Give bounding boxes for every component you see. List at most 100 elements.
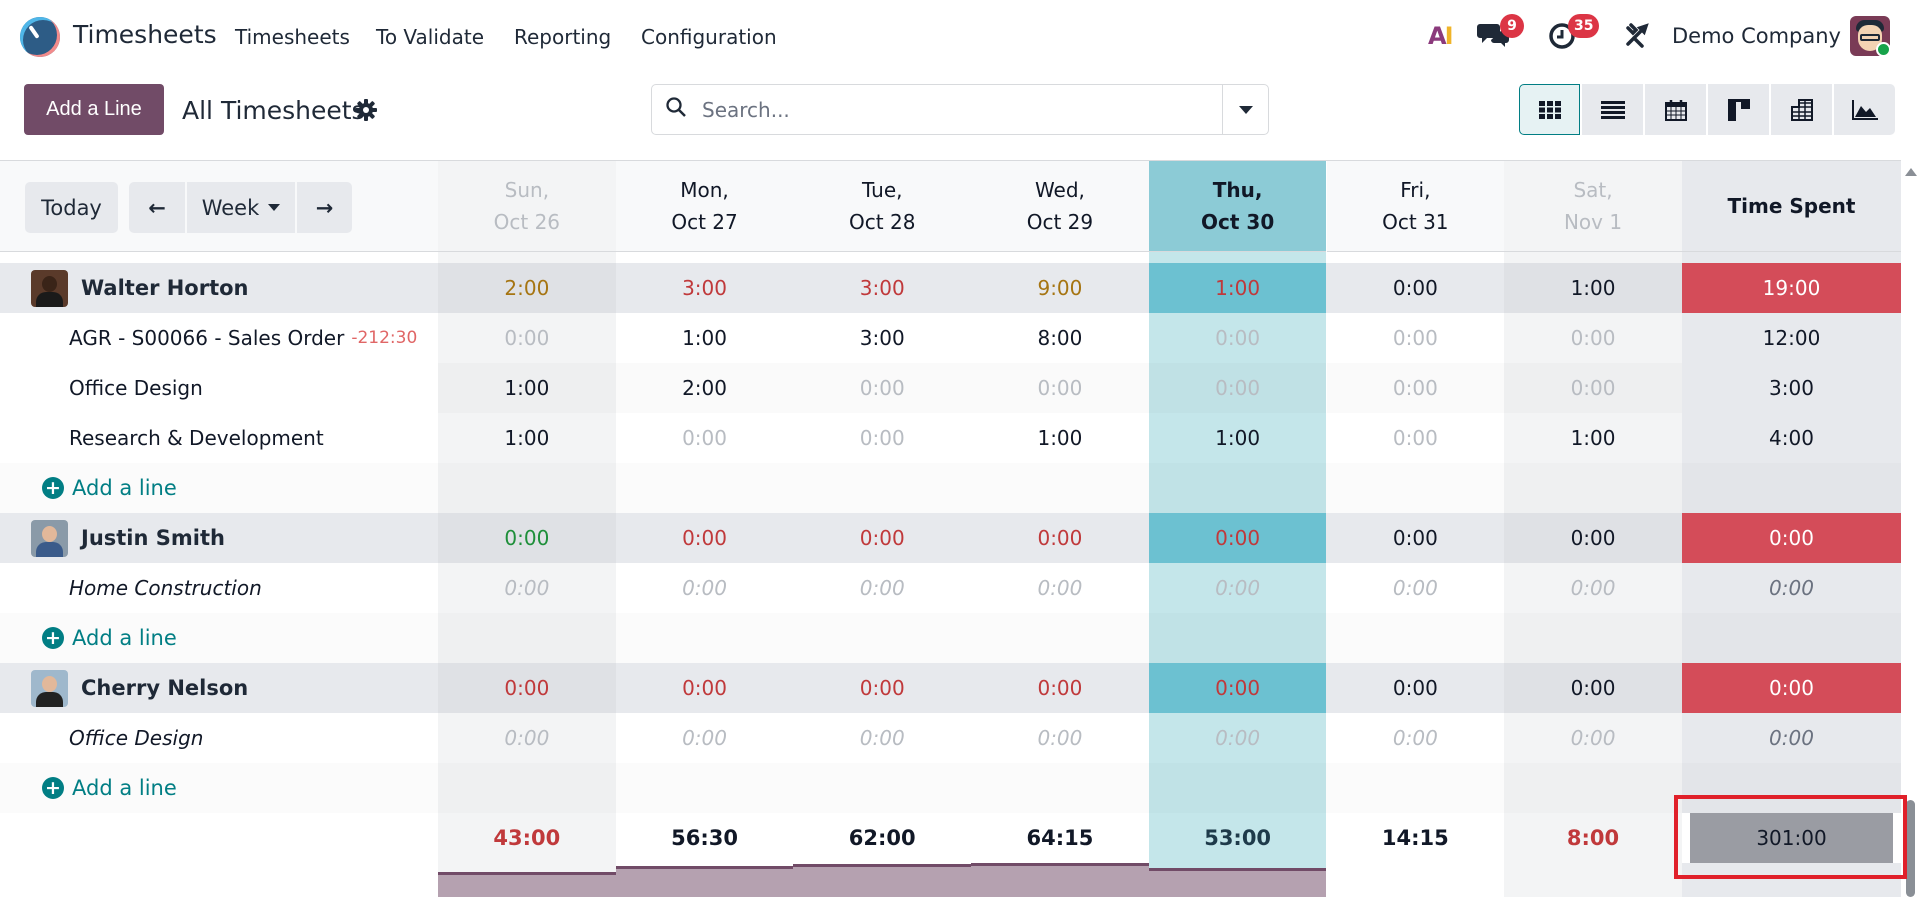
- hour-cell[interactable]: 0:00: [1215, 726, 1261, 750]
- hour-cell[interactable]: 0:00: [1037, 726, 1083, 750]
- hour-cell[interactable]: 0:00: [1215, 326, 1261, 350]
- hour-cell[interactable]: 1:00: [504, 376, 550, 400]
- hour-cell[interactable]: 0:00: [1392, 726, 1438, 750]
- hour-cell[interactable]: 1:00: [682, 326, 727, 350]
- list-view-button[interactable]: [1582, 84, 1643, 135]
- vertical-scrollbar[interactable]: [1901, 160, 1919, 897]
- search-input[interactable]: [702, 93, 1202, 127]
- employee-day-total: 0:00: [793, 513, 972, 563]
- employee-label: Cherry Nelson: [0, 663, 438, 713]
- add-a-line-link[interactable]: Add a line: [72, 476, 177, 500]
- graph-view-button[interactable]: [1834, 84, 1895, 135]
- line-label[interactable]: Research & Development: [0, 413, 438, 463]
- scrollbar-thumb[interactable]: [1906, 800, 1915, 897]
- hour-cell[interactable]: 0:00: [1570, 326, 1616, 350]
- hour-cell[interactable]: 2:00: [682, 376, 727, 400]
- line-total: 12:00: [1762, 326, 1821, 350]
- nav-timesheets[interactable]: Timesheets: [235, 25, 350, 49]
- hour-cell[interactable]: 1:00: [1037, 426, 1083, 450]
- hour-cell[interactable]: 0:00: [859, 376, 905, 400]
- highlight-box: [1674, 795, 1907, 879]
- day-grand-total: 62:00: [793, 813, 972, 863]
- app-name[interactable]: Timesheets: [73, 20, 217, 49]
- range-label: Week: [201, 195, 260, 220]
- today-button[interactable]: Today: [25, 182, 118, 233]
- pivot-view-button[interactable]: [1771, 84, 1832, 135]
- employee-name: Justin Smith: [81, 526, 225, 550]
- hour-cell[interactable]: 0:00: [1392, 326, 1438, 350]
- gear-icon[interactable]: [355, 99, 377, 127]
- hour-cell[interactable]: 1:00: [1215, 426, 1261, 450]
- line-label[interactable]: Office Design: [0, 713, 438, 763]
- hour-cell[interactable]: 0:00: [682, 426, 727, 450]
- plus-circle-icon[interactable]: +: [42, 477, 64, 499]
- hour-cell[interactable]: 0:00: [1570, 376, 1616, 400]
- hour-cell[interactable]: 0:00: [1392, 426, 1438, 450]
- tools-icon[interactable]: [1624, 22, 1650, 54]
- previous-week-button[interactable]: ←: [129, 182, 185, 233]
- add-line-cell: + Add a line: [0, 763, 438, 813]
- hour-cell[interactable]: 8:00: [1037, 326, 1083, 350]
- day-grand-total: 43:00: [438, 813, 616, 863]
- range-week-dropdown[interactable]: Week: [187, 182, 295, 233]
- line-name: Office Design: [69, 376, 203, 400]
- nav-reporting[interactable]: Reporting: [514, 25, 612, 49]
- hour-cell[interactable]: 0:00: [1215, 376, 1261, 400]
- line-total: 4:00: [1769, 426, 1814, 450]
- pivot-view-icon: [1790, 98, 1813, 121]
- employee-avatar: [31, 519, 68, 557]
- timesheet-line-row: Home Construction 0:00 0:00 0:00 0:00 0:00 0:…: [0, 563, 1901, 613]
- hour-cell[interactable]: 1:00: [504, 426, 550, 450]
- hour-cell[interactable]: 0:00: [1037, 376, 1083, 400]
- hour-cell[interactable]: 0:00: [1570, 576, 1616, 600]
- grid-view-button[interactable]: [1519, 84, 1580, 135]
- hour-cell[interactable]: 0:00: [859, 576, 905, 600]
- hour-cell[interactable]: 0:00: [1392, 576, 1438, 600]
- hour-cell[interactable]: 0:00: [1392, 376, 1438, 400]
- hour-cell[interactable]: 0:00: [859, 726, 905, 750]
- line-label[interactable]: Home Construction: [0, 563, 438, 613]
- hour-cell[interactable]: 0:00: [504, 726, 550, 750]
- add-a-line-link[interactable]: Add a line: [72, 626, 177, 650]
- calendar-view-button[interactable]: [1645, 84, 1706, 135]
- plus-circle-icon[interactable]: +: [42, 777, 64, 799]
- ai-icon[interactable]: AI: [1428, 22, 1453, 50]
- timesheets-app-icon[interactable]: [20, 17, 60, 57]
- nav-to-validate[interactable]: To Validate: [376, 25, 485, 49]
- next-week-button[interactable]: →: [297, 182, 352, 233]
- plus-circle-icon[interactable]: +: [42, 627, 64, 649]
- hour-cell[interactable]: 3:00: [859, 326, 905, 350]
- hour-cell[interactable]: 0:00: [859, 426, 905, 450]
- employee-label: Justin Smith: [0, 513, 438, 563]
- day-name: Mon,: [680, 178, 729, 202]
- search-icon: [666, 97, 686, 117]
- employee-day-total: 0:00: [1504, 513, 1682, 563]
- kanban-view-button[interactable]: [1708, 84, 1769, 135]
- hour-cell[interactable]: 0:00: [1570, 726, 1616, 750]
- scroll-up-arrow-icon[interactable]: [1905, 168, 1917, 176]
- hour-cell[interactable]: 0:00: [1215, 576, 1261, 600]
- workload-bar: [793, 864, 972, 897]
- employee-row: Justin Smith 0:00 0:00 0:00 0:00 0:00 0:00 0:0…: [0, 513, 1901, 563]
- company-switcher[interactable]: Demo Company: [1672, 24, 1841, 48]
- hour-cell[interactable]: 0:00: [504, 326, 550, 350]
- add-line-row: + Add a line: [0, 763, 1901, 813]
- line-total: 0:00: [1769, 726, 1814, 750]
- timesheet-line-row: AGR - S00066 - Sales Order -212:30 0:00 1…: [0, 313, 1901, 363]
- day-name: Sun,: [504, 178, 550, 202]
- line-label[interactable]: AGR - S00066 - Sales Order -212:30: [0, 313, 438, 363]
- line-total: 0:00: [1769, 576, 1814, 600]
- add-a-line-link[interactable]: Add a line: [72, 776, 177, 800]
- search-options-toggle[interactable]: [1222, 85, 1268, 134]
- employee-day-total: 9:00: [971, 263, 1149, 313]
- hour-cell[interactable]: 0:00: [682, 726, 727, 750]
- hour-cell[interactable]: 1:00: [1570, 426, 1616, 450]
- hour-cell[interactable]: 0:00: [504, 576, 550, 600]
- day-grand-total: 8:00: [1504, 813, 1682, 863]
- add-a-line-button[interactable]: Add a Line: [24, 84, 164, 135]
- kanban-view-icon: [1727, 98, 1750, 121]
- nav-configuration[interactable]: Configuration: [641, 25, 777, 49]
- line-label[interactable]: Office Design: [0, 363, 438, 413]
- hour-cell[interactable]: 0:00: [1037, 576, 1083, 600]
- hour-cell[interactable]: 0:00: [682, 576, 727, 600]
